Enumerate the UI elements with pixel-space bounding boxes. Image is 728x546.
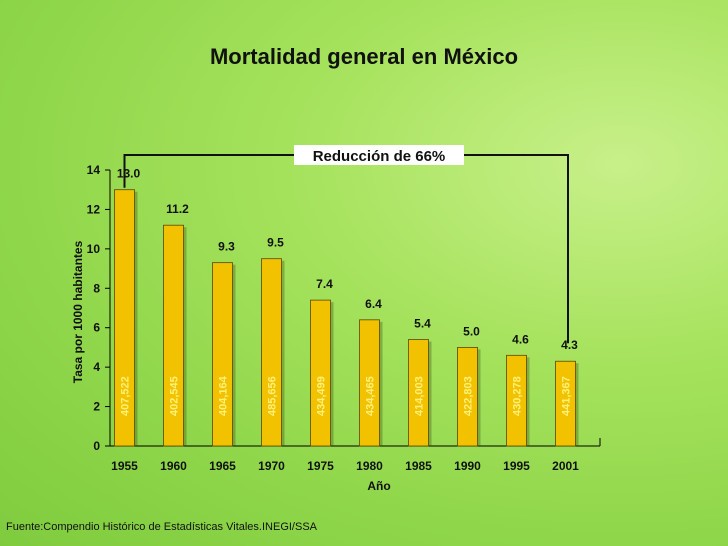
data-label: 4.3	[561, 338, 578, 352]
data-label: 9.5	[267, 236, 284, 250]
bracket-line	[123, 154, 569, 344]
bar-inner-label: 422,803	[463, 376, 475, 416]
x-tick-label: 1995	[503, 459, 530, 473]
y-tick-label: 2	[93, 400, 100, 414]
x-tick-label: 1990	[454, 459, 481, 473]
y-tick-label: 6	[93, 321, 100, 335]
bar	[555, 360, 576, 447]
data-label: 11.2	[166, 202, 189, 216]
y-tick-label: 14	[87, 163, 101, 177]
data-label: 13.0	[117, 167, 141, 181]
labels: 1955 13.0 407,522 1960 11.2 402,545 1965 9.3 404…	[111, 167, 579, 473]
data-label: 9.3	[218, 240, 235, 254]
bars	[114, 189, 579, 447]
x-tick-label: 1985	[405, 459, 432, 473]
x-tick-label: 2001	[552, 459, 579, 473]
data-label: 7.4	[316, 277, 333, 291]
y-tick-label: 10	[87, 242, 101, 256]
data-label: 4.6	[512, 332, 529, 346]
bar-inner-label: 407,522	[120, 376, 132, 416]
y-tick-label: 8	[93, 281, 100, 295]
x-tick-label: 1960	[160, 459, 187, 473]
bar	[310, 299, 331, 447]
bar	[163, 224, 184, 447]
bar-inner-label: 404,164	[218, 375, 230, 416]
x-tick-label: 1970	[258, 459, 285, 473]
data-label: 6.4	[365, 297, 382, 311]
bar-inner-label: 485,656	[267, 376, 279, 416]
x-tick-label: 1980	[356, 459, 383, 473]
y-tick-label: 4	[93, 360, 100, 374]
bar-inner-label: 434,499	[316, 376, 328, 416]
bar	[114, 189, 135, 447]
bar-inner-label: 441,367	[561, 376, 573, 416]
x-axis-title: Año	[367, 479, 390, 493]
bar-inner-label: 402,545	[169, 376, 181, 416]
bar-inner-label: 414,003	[414, 376, 426, 416]
bar	[212, 262, 233, 447]
bar	[506, 354, 527, 447]
y-tick-label: 12	[87, 202, 101, 216]
reduction-bracket: Reducción de 66%	[123, 145, 569, 344]
bar-inner-label: 434,465	[365, 376, 377, 416]
bar	[457, 347, 478, 447]
bar	[359, 319, 380, 447]
data-label: 5.4	[414, 317, 431, 331]
chart-title: Mortalidad general en México	[209, 44, 519, 69]
source-note: Fuente:Compendio Histórico de Estadístic…	[6, 521, 317, 533]
bar-inner-label: 430,278	[512, 376, 524, 416]
y-axis-title: Tasa por 1000 habitantes	[71, 240, 85, 383]
x-tick-label: 1955	[111, 459, 138, 473]
axes: 0 2 4 6 8 10 12 14 Tasa por 1000 habitantes Año	[71, 163, 601, 493]
bar	[261, 258, 282, 447]
annotation-background	[294, 145, 464, 165]
annotation-text: Reducción de 66%	[313, 148, 446, 165]
data-label: 5.0	[463, 324, 480, 338]
bar	[408, 339, 429, 447]
x-tick-label: 1965	[209, 459, 236, 473]
x-tick-label: 1975	[307, 459, 334, 473]
y-tick-label: 0	[93, 439, 100, 453]
